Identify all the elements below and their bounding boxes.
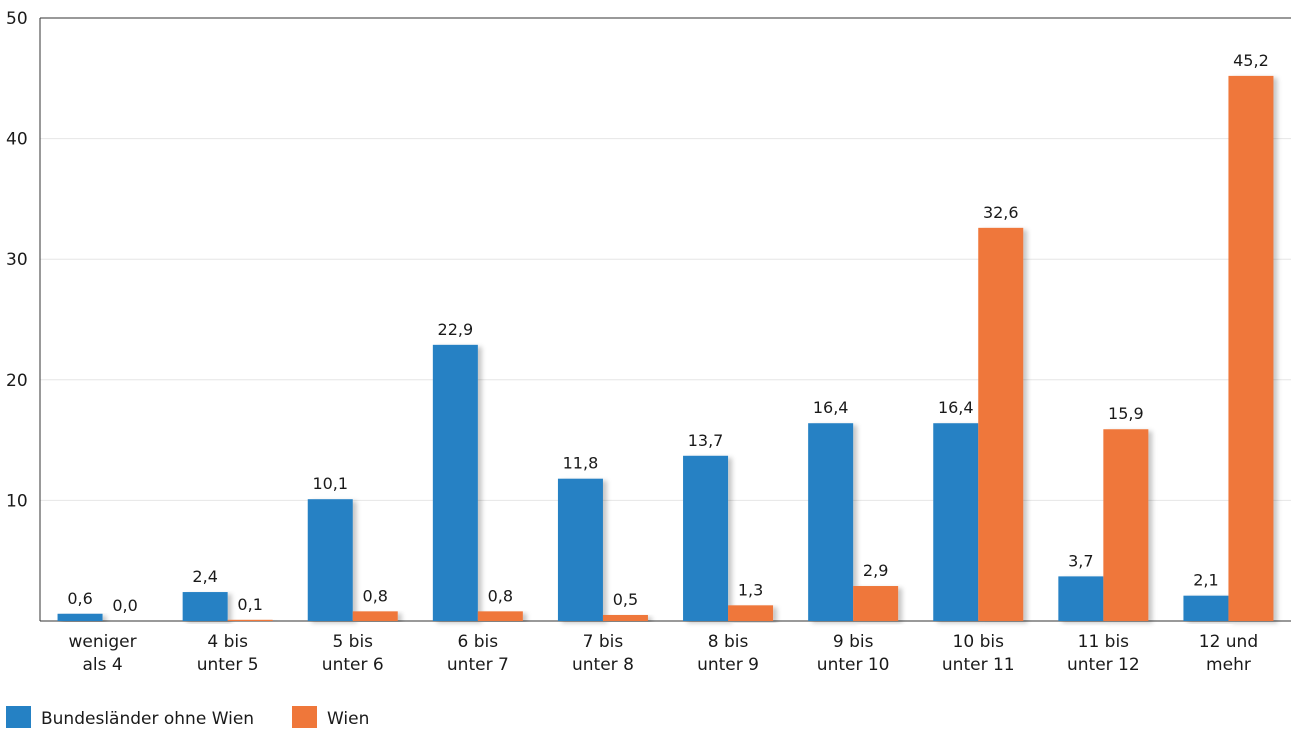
bar-bundeslaender [182, 592, 228, 621]
data-label: 3,7 [1068, 551, 1093, 570]
data-label: 15,9 [1108, 404, 1144, 423]
data-label: 10,1 [312, 474, 348, 493]
grid-lines [40, 138, 1291, 501]
bar-bundeslaender [1058, 576, 1104, 621]
legend-swatch [292, 706, 317, 728]
x-tick-label: 7 bis [583, 632, 624, 652]
data-labels: 0,6 2,4 10,1 22,9 11,8 13,7 16,4 16,4 3,7 2,1 0,0 0… [67, 51, 1268, 615]
data-label: 0,5 [613, 590, 638, 609]
x-tick-label: als 4 [82, 655, 122, 675]
y-tick-label: 50 [6, 9, 28, 29]
data-label: 0,0 [112, 596, 137, 615]
bar-wien [1228, 75, 1274, 621]
data-label: 2,9 [863, 561, 888, 580]
data-label: 11,8 [563, 454, 599, 473]
bar-bundeslaender [432, 344, 478, 621]
x-tick-label: 10 bis [953, 632, 1005, 652]
bar-bundeslaender [808, 423, 854, 621]
data-label: 16,4 [938, 398, 974, 417]
bar-bundeslaender [307, 499, 353, 621]
bar-bundeslaender [57, 613, 103, 621]
bar-bundeslaender [933, 423, 979, 621]
bar-bundeslaender [557, 478, 603, 621]
data-label: 2,4 [192, 567, 217, 586]
x-tick-label: unter 12 [1067, 655, 1140, 675]
bar-bundeslaender [683, 455, 729, 621]
x-tick-label: 8 bis [708, 632, 749, 652]
data-label: 1,3 [738, 580, 763, 599]
data-label: 13,7 [688, 431, 724, 450]
x-tick-label: unter 10 [817, 655, 890, 675]
data-label: 32,6 [983, 203, 1019, 222]
x-tick-label: unter 6 [322, 655, 384, 675]
data-label: 45,2 [1233, 51, 1269, 70]
y-tick-label: 30 [6, 250, 28, 270]
x-tick-label: 5 bis [332, 632, 373, 652]
x-tick-label: unter 11 [942, 655, 1015, 675]
y-tick-label: 40 [6, 130, 28, 150]
data-label: 0,1 [237, 595, 262, 614]
x-tick-label: unter 7 [447, 655, 509, 675]
legend-swatch [6, 706, 31, 728]
bar-wien [352, 611, 398, 621]
x-tick-label: 11 bis [1078, 632, 1130, 652]
x-tick-label: mehr [1206, 655, 1251, 675]
x-tick-label: 6 bis [458, 632, 499, 652]
bar-wien [728, 605, 774, 621]
bars [57, 75, 1274, 621]
bar-bundeslaender [1183, 595, 1229, 621]
data-label: 0,8 [363, 586, 388, 605]
x-tick-label: 4 bis [207, 632, 248, 652]
data-label: 22,9 [438, 320, 474, 339]
y-tick-label: 10 [6, 491, 28, 511]
axes: 10 20 30 40 50 weniger als 4 4 bis unter 5 5 bis u… [6, 9, 1291, 675]
x-tick-label: 12 und [1199, 632, 1258, 652]
data-label: 16,4 [813, 398, 849, 417]
x-tick-label: 9 bis [833, 632, 874, 652]
x-tick-label: weniger [68, 632, 136, 652]
bar-wien [1103, 429, 1149, 621]
data-label: 0,8 [488, 586, 513, 605]
x-tick-label: unter 5 [197, 655, 259, 675]
bar-wien [477, 611, 523, 621]
legend-label: Wien [327, 709, 369, 729]
data-label: 0,6 [67, 589, 92, 608]
x-tick-label: unter 9 [697, 655, 759, 675]
data-label: 2,1 [1193, 571, 1218, 590]
legend-label: Bundesländer ohne Wien [41, 709, 254, 729]
bar-wien [853, 586, 899, 621]
bar-wien [602, 614, 648, 621]
bar-wien [227, 619, 273, 621]
legend: Bundesländer ohne Wien Wien [6, 706, 369, 729]
x-tick-label: unter 8 [572, 655, 634, 675]
bar-wien [978, 227, 1024, 621]
y-tick-label: 20 [6, 371, 28, 391]
